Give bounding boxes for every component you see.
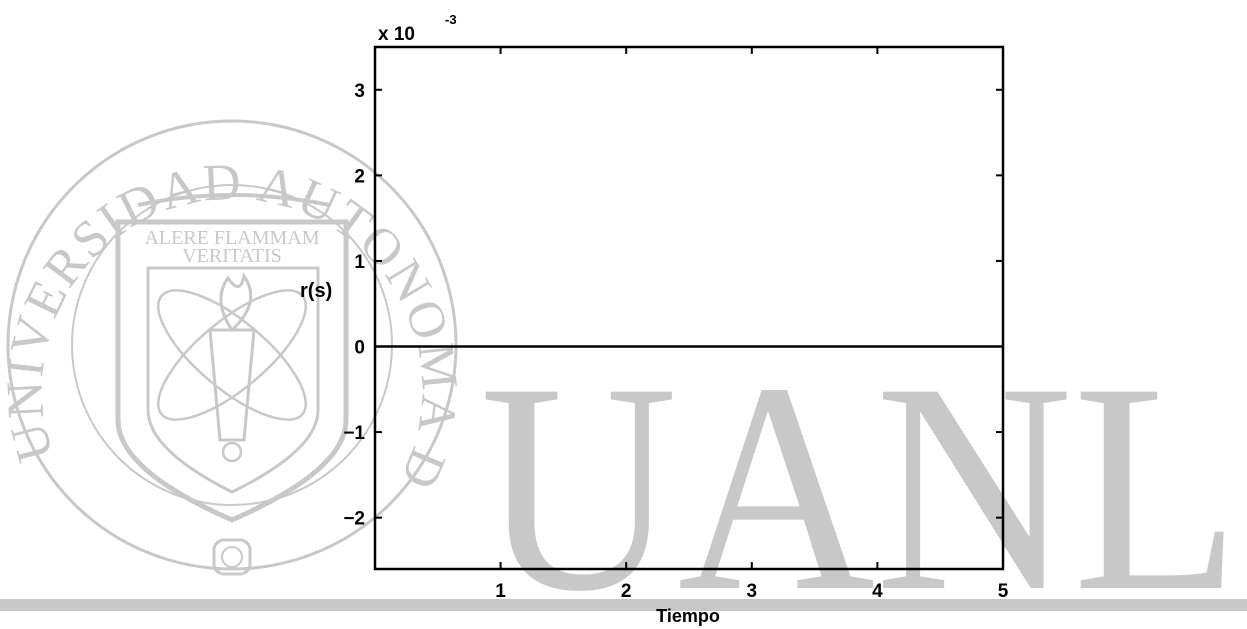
watermark-baseline (0, 599, 1247, 611)
atom-orbit-icon (156, 289, 308, 421)
y-tick-label: −2 (343, 509, 365, 530)
y-axis-label: r(s) (300, 280, 332, 302)
chart-area: 1 2 3 4 5 −2 −1 0 1 2 3 x 10 -3 r(s) Tiempo (300, 12, 1009, 626)
x-tick-label: 5 (998, 581, 1009, 602)
torch-icon (208, 328, 256, 442)
x-tick-label: 4 (872, 581, 883, 602)
plot-frame (373, 45, 1005, 571)
x-tick-label: 1 (495, 581, 506, 602)
y-ticks: −2 −1 0 1 2 3 (343, 81, 1003, 530)
y-tick-label: 0 (354, 338, 365, 359)
seal-shield (115, 219, 349, 523)
y-tick-label: 2 (354, 166, 365, 187)
x-ticks: 1 2 3 4 5 (495, 47, 1009, 602)
seal-banner (137, 193, 331, 207)
y-tick-label: −1 (343, 423, 365, 444)
uanl-letters: UANL (480, 321, 1240, 629)
exponent-power: -3 (445, 12, 457, 27)
exponent-label: x 10 (378, 24, 415, 45)
x-axis-label: Tiempo (656, 606, 720, 626)
seal-inner-ring (71, 184, 393, 506)
seal-outer-ring (6, 119, 458, 571)
x-tick-label: 3 (747, 581, 758, 602)
y-tick-label: 3 (354, 81, 365, 102)
seal-motto-line2: VERITATIS (182, 245, 282, 267)
seal-motto-line1: ALERE FLAMMAM (144, 227, 319, 249)
y-tick-label: 1 (354, 252, 365, 273)
x-tick-label: 2 (621, 581, 632, 602)
